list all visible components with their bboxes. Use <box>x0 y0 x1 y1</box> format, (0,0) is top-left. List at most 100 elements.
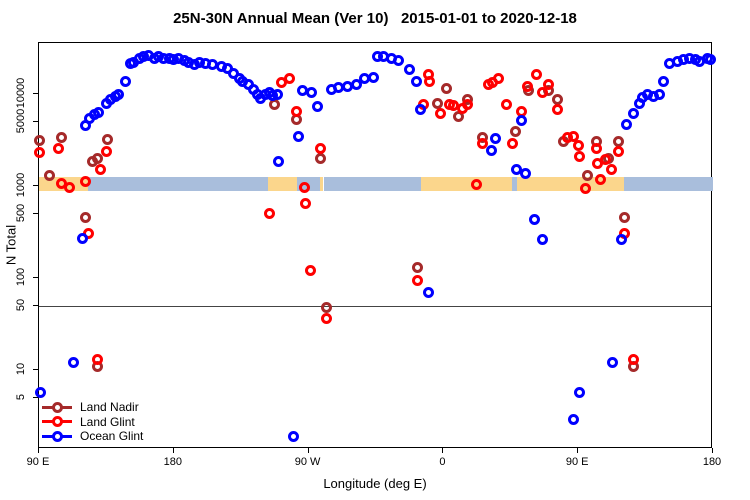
map-band-ocean-segment <box>512 176 517 191</box>
ocean-glint-point <box>529 213 541 225</box>
land-nadir-point <box>619 212 631 224</box>
ocean-glint-point <box>415 103 427 115</box>
land-glint-point <box>94 163 106 175</box>
plot-area <box>33 42 716 448</box>
x-tick <box>712 448 713 453</box>
land-nadir-point <box>33 135 45 147</box>
ocean-glint-point <box>288 430 300 442</box>
ocean-glint-point <box>67 357 79 369</box>
land-glint-point <box>580 182 592 194</box>
legend-label: Land Nadir <box>80 400 139 415</box>
land-nadir-point <box>102 133 114 145</box>
land-glint-point <box>298 182 310 194</box>
map-band-land-segment <box>319 176 324 191</box>
x-tick-label: 90 E <box>565 456 589 468</box>
ocean-glint-point <box>120 75 132 87</box>
ocean-glint-point <box>393 54 404 66</box>
ocean-glint-point <box>422 287 434 299</box>
x-tick-label: 0 <box>439 456 446 468</box>
land-glint-point <box>506 137 518 149</box>
y-tick <box>33 396 38 398</box>
legend-label: Land Glint <box>80 414 135 429</box>
map-band-ocean-segment <box>623 176 713 191</box>
x-tick-label: 90 E <box>26 456 50 468</box>
y-tick <box>33 93 38 94</box>
y-tick <box>33 212 38 214</box>
land-nadir-point <box>315 152 327 164</box>
land-glint-point <box>599 153 611 165</box>
land-glint-point <box>33 147 45 159</box>
ocean-glint-point <box>536 233 548 245</box>
land-nadir-point <box>613 135 625 147</box>
ocean-glint-point <box>658 75 670 87</box>
land-glint-point <box>572 140 584 152</box>
y-axis-title: N Total <box>3 224 19 266</box>
reference-line-50 <box>39 305 711 307</box>
x-tick <box>577 448 579 453</box>
land-glint-point <box>595 173 607 185</box>
land-glint-point <box>91 354 103 365</box>
legend: Land Nadir Land Glint Ocean Glint <box>42 400 143 444</box>
ocean-glint-point <box>306 87 318 99</box>
ocean-glint-marker-icon <box>42 430 72 442</box>
legend-row-land-glint: Land Glint <box>42 415 143 430</box>
y-tick-label: 10 <box>15 362 27 376</box>
land-glint-point <box>461 98 473 110</box>
ocean-glint-point <box>403 63 415 75</box>
land-glint-point <box>568 130 580 142</box>
ocean-glint-point <box>292 130 304 142</box>
ocean-glint-point <box>76 232 88 244</box>
ocean-glint-point <box>628 107 640 119</box>
land-glint-point <box>283 72 295 84</box>
x-tick-label: 180 <box>163 456 182 468</box>
ocean-glint-point <box>490 133 502 145</box>
ocean-glint-point <box>271 88 283 100</box>
land-glint-point <box>542 78 554 90</box>
ocean-glint-point <box>515 115 527 127</box>
ocean-glint-point <box>616 233 628 245</box>
land-glint-point <box>493 73 505 85</box>
land-glint-point <box>470 178 482 190</box>
y-tick-label: 50 <box>15 298 27 311</box>
land-nadir-point <box>91 152 103 164</box>
y-tick <box>33 277 38 278</box>
ocean-glint-point <box>607 357 619 369</box>
ocean-glint-point <box>568 414 580 425</box>
land-nadir-marker-icon <box>42 401 72 413</box>
ocean-glint-point <box>112 88 124 100</box>
land-nadir-point <box>79 212 91 224</box>
x-tick <box>38 448 39 453</box>
land-glint-point <box>412 274 424 286</box>
land-glint-point <box>590 142 602 154</box>
land-glint-point <box>530 68 542 80</box>
ocean-glint-point <box>312 100 324 112</box>
land-nadir-point <box>44 170 55 182</box>
land-nadir-point <box>412 262 424 274</box>
land-nadir-point <box>440 82 452 94</box>
land-glint-point <box>304 264 316 276</box>
land-glint-marker-icon <box>42 416 72 428</box>
x-tick <box>172 448 174 453</box>
land-nadir-point <box>56 132 67 144</box>
land-glint-point <box>536 87 548 99</box>
land-glint-point <box>551 103 563 115</box>
x-tick-label: 90 W <box>294 456 321 468</box>
ocean-glint-point <box>620 118 632 130</box>
land-nadir-point <box>551 93 563 105</box>
ocean-glint-point <box>704 53 716 65</box>
land-glint-point <box>515 105 527 117</box>
land-nadir-point <box>581 170 593 182</box>
chart-title: 25N-30N Annual Mean (Ver 10) 2015-01-01 … <box>173 10 577 27</box>
legend-row-ocean-glint: Ocean Glint <box>42 429 143 444</box>
ocean-glint-point <box>410 75 422 87</box>
y-tick-label: 1000 <box>15 172 27 198</box>
land-glint-point <box>264 207 276 219</box>
ocean-glint-point <box>351 78 362 90</box>
ocean-glint-point <box>653 88 665 100</box>
y-tick-label: 5000 <box>15 108 27 133</box>
land-glint-point <box>53 142 64 154</box>
map-band-ocean-segment <box>323 176 421 191</box>
y-tick-label: 100 <box>15 267 27 287</box>
y-tick-label: 5 <box>15 393 27 400</box>
